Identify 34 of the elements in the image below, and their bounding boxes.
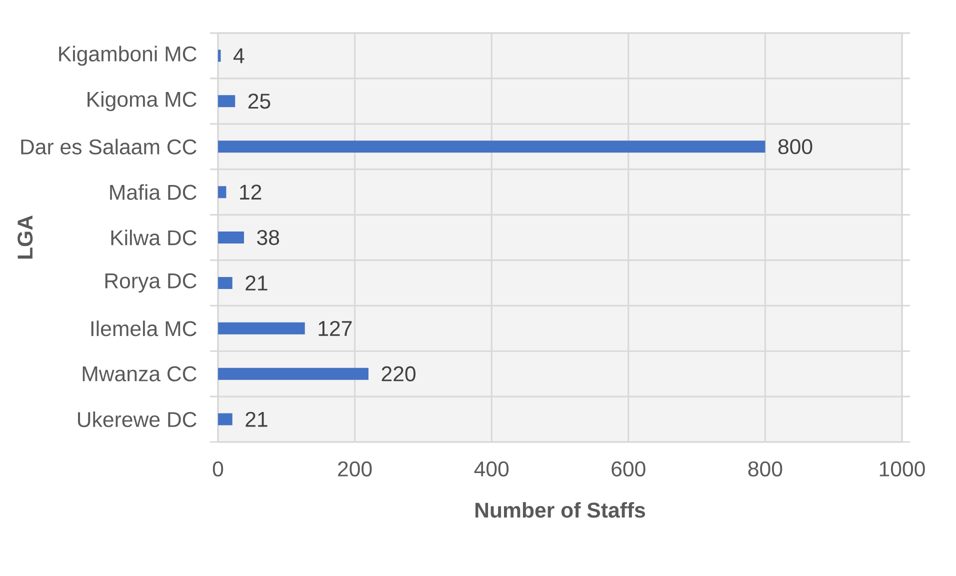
bar <box>218 322 305 334</box>
x-tick-label: 0 <box>212 461 224 476</box>
y-axis-title: LGA <box>18 216 33 259</box>
y-tick-label: Mwanza CC <box>82 366 196 382</box>
y-tick-label: Kigoma MC <box>88 91 196 112</box>
data-label: 38 <box>257 230 280 246</box>
bar <box>218 232 244 244</box>
bar <box>218 276 232 289</box>
y-tick-label: Kigamboni MC <box>59 46 196 66</box>
x-tick-label: 200 <box>338 461 372 476</box>
x-tick-label: 800 <box>748 461 782 476</box>
data-label: 21 <box>246 412 268 427</box>
bar <box>218 140 766 153</box>
x-axis-title: Number of Staffs <box>475 502 646 518</box>
data-label: 21 <box>246 276 268 290</box>
x-tick-label: 600 <box>612 461 646 476</box>
y-tick-label: Kilwa DC <box>111 230 196 246</box>
x-tick-label: 400 <box>474 461 509 476</box>
x-tick-label: 1000 <box>880 461 925 476</box>
data-label: 220 <box>382 366 416 382</box>
y-tick-label: Dar es Salaam CC <box>21 138 196 154</box>
data-label: 800 <box>778 139 812 154</box>
y-tick-label: Ilemela MC <box>91 320 196 336</box>
data-label: 12 <box>240 184 262 200</box>
y-tick-label: Ukerewe DC <box>78 411 196 428</box>
bar <box>218 413 232 426</box>
data-label: 25 <box>248 94 270 109</box>
bar <box>218 368 368 380</box>
y-tick-label: Rorya DC <box>105 273 196 293</box>
data-label: 4 <box>233 48 244 64</box>
bar <box>218 95 236 108</box>
bar <box>218 186 226 198</box>
data-label: 127 <box>318 320 352 336</box>
y-tick-label: Mafia DC <box>110 184 196 200</box>
